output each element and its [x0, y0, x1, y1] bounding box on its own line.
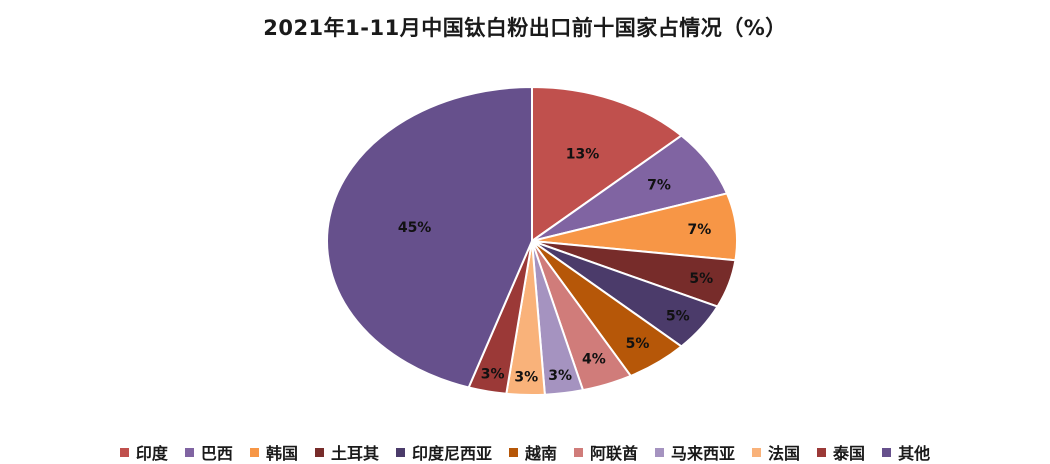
pie-slice-1	[531, 85, 684, 243]
slice-label-11: 45%	[398, 220, 432, 236]
slice-label-6: 5%	[626, 336, 650, 352]
legend-item-8: 马来西亚	[655, 440, 735, 464]
legend-swatch	[752, 447, 762, 457]
legend-swatch	[184, 447, 194, 457]
legend-swatch	[508, 447, 518, 457]
slice-label-3: 7%	[688, 222, 712, 238]
legend-item-7: 阿联酋	[574, 440, 638, 464]
legend-label: 巴西	[200, 444, 233, 463]
legend-swatch	[817, 447, 827, 457]
legend-swatch	[655, 447, 665, 457]
pie-slices	[326, 85, 738, 396]
legend-swatch	[395, 447, 405, 457]
legend-swatch	[249, 447, 259, 457]
pie-slice-labels: 13% 7% 7% 5% 5% 5% 4% 3% 3% 3% 45%	[398, 146, 713, 385]
legend-swatch	[882, 447, 892, 457]
legend-item-4: 土耳其	[314, 440, 379, 464]
legend-item-3: 韩国	[249, 440, 298, 464]
legend-label: 阿联酋	[590, 444, 639, 463]
slice-label-7: 4%	[582, 351, 606, 367]
legend-label: 马来西亚	[671, 444, 736, 463]
legend-label: 其他	[898, 444, 931, 463]
slice-label-9: 3%	[514, 370, 538, 386]
slice-label-2: 7%	[647, 178, 671, 194]
legend-swatch	[119, 447, 129, 457]
legend-item-5: 印度尼西亚	[395, 440, 492, 464]
legend-swatch	[574, 447, 583, 457]
pie-slice-11	[326, 85, 533, 389]
legend-item-11: 其他	[882, 440, 930, 464]
chart-title: 2021年1-11月中国钛白粉出口前十国家占情况（%）	[263, 16, 787, 40]
legend-item-10: 泰国	[817, 440, 865, 464]
legend-label: 印度	[135, 444, 168, 463]
legend-item-6: 越南	[508, 440, 557, 464]
slice-label-1: 13%	[566, 146, 600, 162]
legend-label: 法国	[768, 444, 801, 463]
slice-label-10: 3%	[481, 366, 505, 382]
slice-label-5: 5%	[666, 308, 690, 324]
legend-label: 印度尼西亚	[411, 444, 492, 463]
legend-label: 泰国	[833, 444, 866, 463]
slice-label-4: 5%	[689, 271, 713, 287]
legend-item-1: 印度	[119, 440, 168, 464]
chart-legend: 印度 巴西 韩国 土耳其 印度尼西亚 越南 阿联酋 马来西亚 法国 泰国 其他	[0, 440, 1050, 464]
legend-label: 韩国	[265, 444, 298, 463]
legend-item-9: 法国	[752, 440, 800, 464]
legend-label: 土耳其	[330, 444, 379, 463]
legend-swatch	[314, 447, 324, 457]
legend-item-2: 巴西	[184, 440, 233, 464]
legend-label: 越南	[524, 444, 557, 463]
slice-label-8: 3%	[548, 368, 572, 384]
